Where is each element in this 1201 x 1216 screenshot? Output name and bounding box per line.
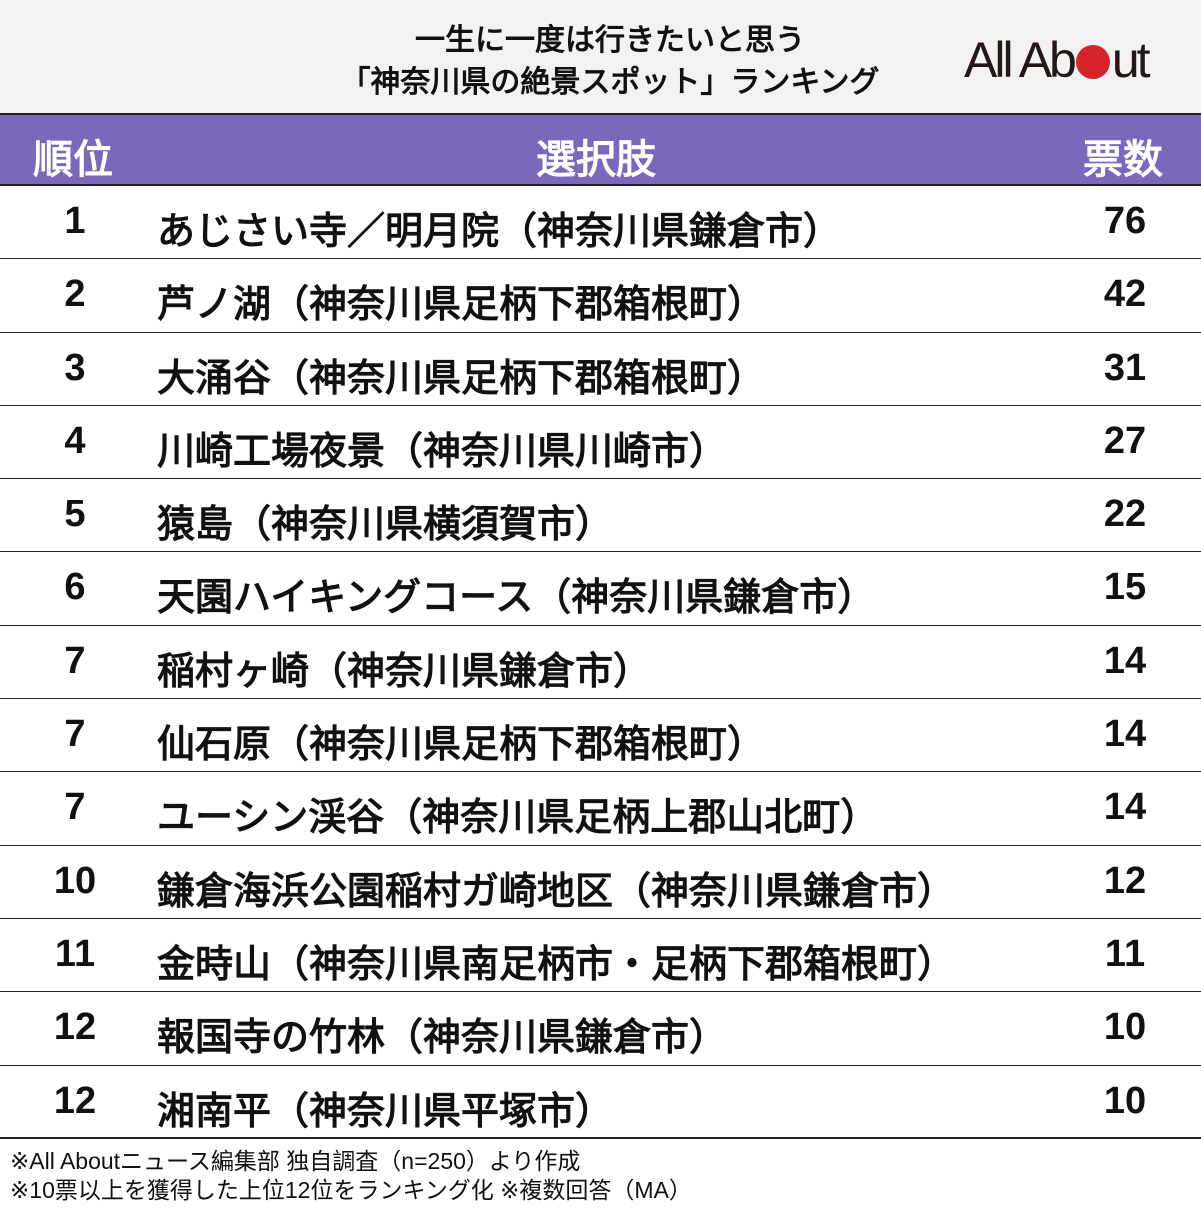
table-row: 11 金時山（神奈川県南足柄市・足柄下郡箱根町） 11 [0,919,1201,993]
table-row: 7 稲村ヶ崎（神奈川県鎌倉市） 14 [0,626,1201,700]
row-rank: 2 [64,273,86,316]
logo-text-start: All Ab [964,32,1077,88]
row-name: ユーシン渓谷（神奈川県足柄上郡山北町） [157,797,879,840]
table-row: 7 ユーシン渓谷（神奈川県足柄上郡山北町） 14 [0,772,1201,846]
logo-red-dot-icon [1075,45,1110,79]
row-votes: 10 [1103,1006,1147,1049]
row-rank: 3 [64,346,86,389]
row-rank: 7 [64,713,86,756]
row-name: 大涌谷（神奈川県足柄下郡箱根町） [157,357,766,400]
table-row: 2 芦ノ湖（神奈川県足柄下郡箱根町） 42 [0,259,1201,333]
table-row: 12 湘南平（神奈川県平塚市） 10 [0,1066,1201,1139]
footer-note-1: ※All Aboutニュース編集部 独自調査（n=250）より作成 [10,1148,581,1174]
row-name: 金時山（神奈川県南足柄市・足柄下郡箱根町） [157,943,956,986]
row-votes: 22 [1103,493,1147,536]
table-row: 10 鎌倉海浜公園稲村ガ崎地区（神奈川県鎌倉市） 12 [0,846,1201,919]
row-votes: 27 [1103,419,1147,462]
row-rank: 4 [64,419,86,462]
title-banner: 一生に一度は行きたいと思う 「神奈川県の絶景スポット」ランキング All Ab u… [0,0,1201,113]
row-name: 報国寺の竹林（神奈川県鎌倉市） [157,1017,728,1060]
header-choice: 選択肢 [536,138,656,182]
row-votes: 15 [1103,566,1147,609]
row-name: 湘南平（神奈川県平塚市） [157,1090,614,1133]
row-name: 稲村ヶ崎（神奈川県鎌倉市） [157,650,652,693]
table-row: 12 報国寺の竹林（神奈川県鎌倉市） 10 [0,992,1201,1066]
row-rank: 6 [64,566,86,609]
row-name: 仙石原（神奈川県足柄下郡箱根町） [157,724,766,767]
row-votes: 11 [1104,932,1146,975]
footer-note-2: ※10票以上を獲得した上位12位をランキング化 ※複数回答（MA） [10,1177,692,1203]
row-rank: 7 [64,786,86,829]
row-votes: 14 [1103,639,1147,682]
row-rank: 5 [64,493,86,536]
row-rank: 11 [54,932,96,975]
row-name: 猿島（神奈川県横須賀市） [157,504,614,547]
header-rank: 順位 [33,138,113,182]
table-row: 3 大涌谷（神奈川県足柄下郡箱根町） 31 [0,333,1201,406]
table-row: 4 川崎工場夜景（神奈川県川崎市） 27 [0,406,1201,480]
row-name: 芦ノ湖（神奈川県足柄下郡箱根町） [157,284,766,327]
all-about-logo: All Ab ut [964,30,1151,90]
row-votes: 14 [1103,713,1147,756]
table-header: 順位 選択肢 票数 [0,113,1201,186]
ranking-table: 1 あじさい寺／明月院（神奈川県鎌倉市） 76 2 芦ノ湖（神奈川県足柄下郡箱根町） 42… [0,186,1201,1139]
row-name: 川崎工場夜景（神奈川県川崎市） [157,430,728,473]
row-votes: 12 [1103,859,1147,902]
logo-text-end: ut [1111,32,1151,88]
row-votes: 14 [1103,786,1147,829]
row-votes: 76 [1103,200,1147,242]
row-rank: 12 [53,1079,97,1122]
row-rank: 12 [53,1006,97,1049]
title-line-1: 一生に一度は行きたいと思う [415,24,805,57]
row-rank: 10 [53,859,97,902]
row-name: あじさい寺／明月院（神奈川県鎌倉市） [157,211,842,253]
table-row: 6 天園ハイキングコース（神奈川県鎌倉市） 15 [0,552,1201,626]
table-row: 7 仙石原（神奈川県足柄下郡箱根町） 14 [0,699,1201,773]
header-votes: 票数 [1083,138,1163,182]
row-name: 鎌倉海浜公園稲村ガ崎地区（神奈川県鎌倉市） [157,870,956,913]
row-name: 天園ハイキングコース（神奈川県鎌倉市） [157,577,876,620]
row-rank: 1 [64,200,86,242]
row-votes: 31 [1103,346,1147,389]
table-row: 5 猿島（神奈川県横須賀市） 22 [0,479,1201,553]
title-line-2: 「神奈川県の絶景スポット」ランキング [340,66,880,99]
row-rank: 7 [64,639,86,682]
table-row: 1 あじさい寺／明月院（神奈川県鎌倉市） 76 [0,186,1201,260]
row-votes: 10 [1103,1079,1147,1122]
row-votes: 42 [1103,273,1147,316]
